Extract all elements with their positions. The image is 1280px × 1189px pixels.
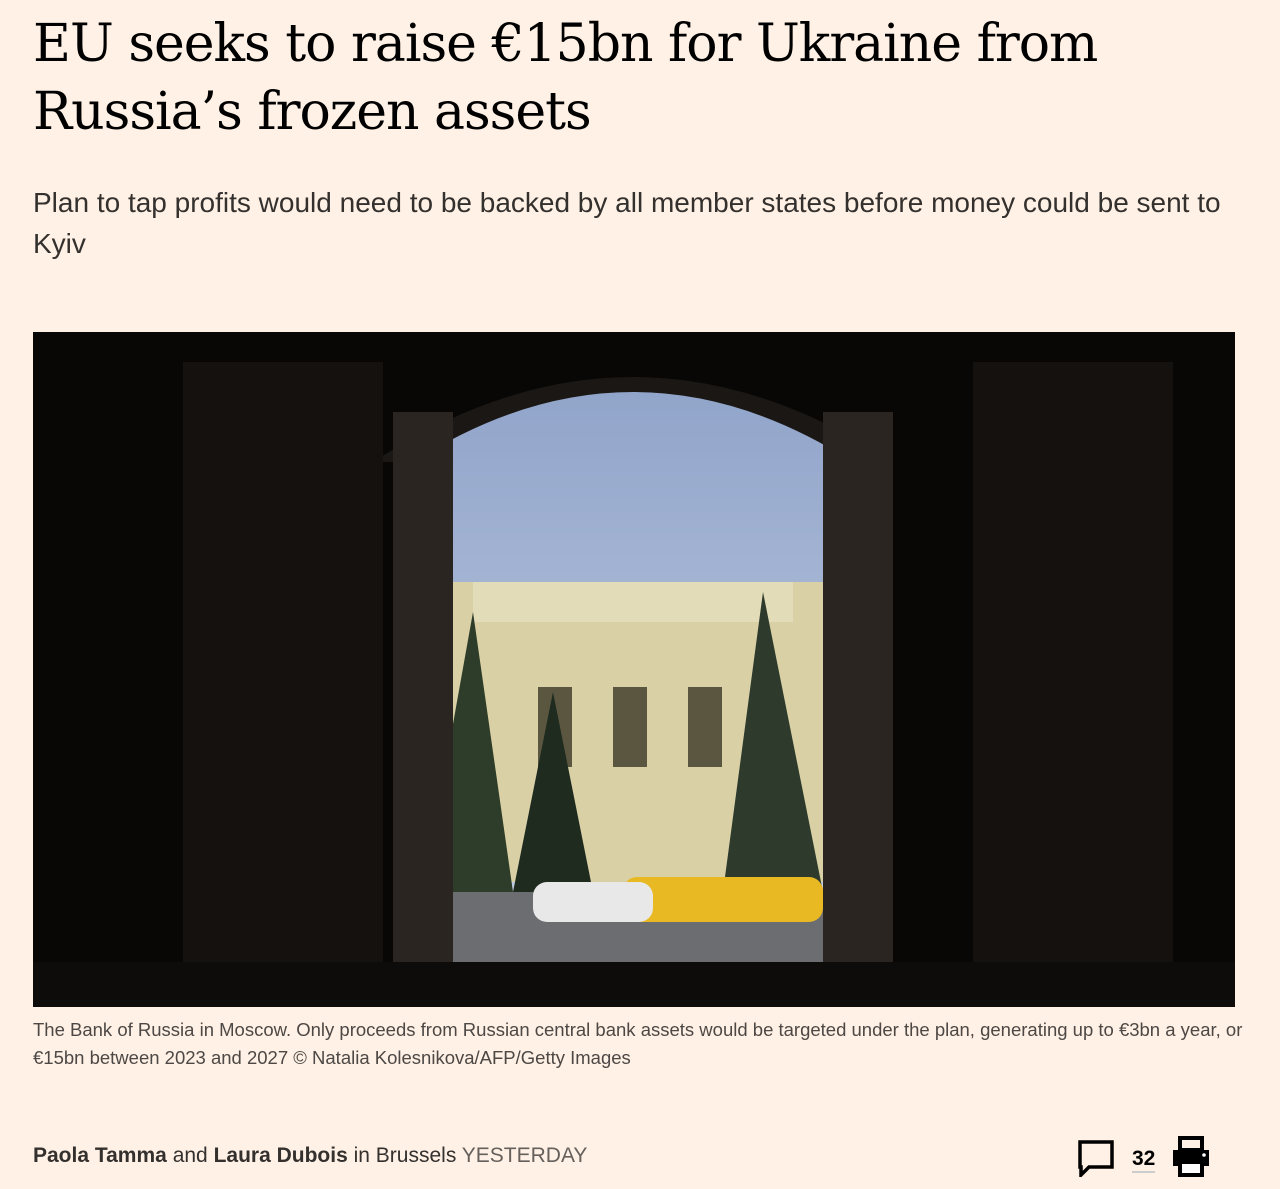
author-link[interactable]: Laura Dubois (213, 1144, 348, 1167)
byline-and: and (172, 1144, 208, 1167)
article-image (33, 332, 1235, 1007)
printer-icon[interactable] (1171, 1136, 1211, 1183)
standfirst: Plan to tap profits would need to be bac… (33, 187, 1221, 259)
bank-of-russia-photo (33, 332, 1235, 1007)
article-tools: 32 (1076, 1136, 1211, 1183)
image-caption: The Bank of Russia in Moscow. Only proce… (33, 1019, 1243, 1068)
publish-date: YESTERDAY (461, 1144, 588, 1167)
headline: EU seeks to raise €15bn for Ukraine from… (33, 14, 1098, 142)
comment-count[interactable]: 32 (1132, 1147, 1156, 1173)
author-link[interactable]: Paola Tamma (33, 1144, 167, 1167)
speech-bubble-icon[interactable] (1076, 1137, 1116, 1182)
byline-location: in Brussels (353, 1144, 457, 1167)
byline: Paola Tamma and Laura Dubois in Brussels… (33, 1144, 587, 1168)
